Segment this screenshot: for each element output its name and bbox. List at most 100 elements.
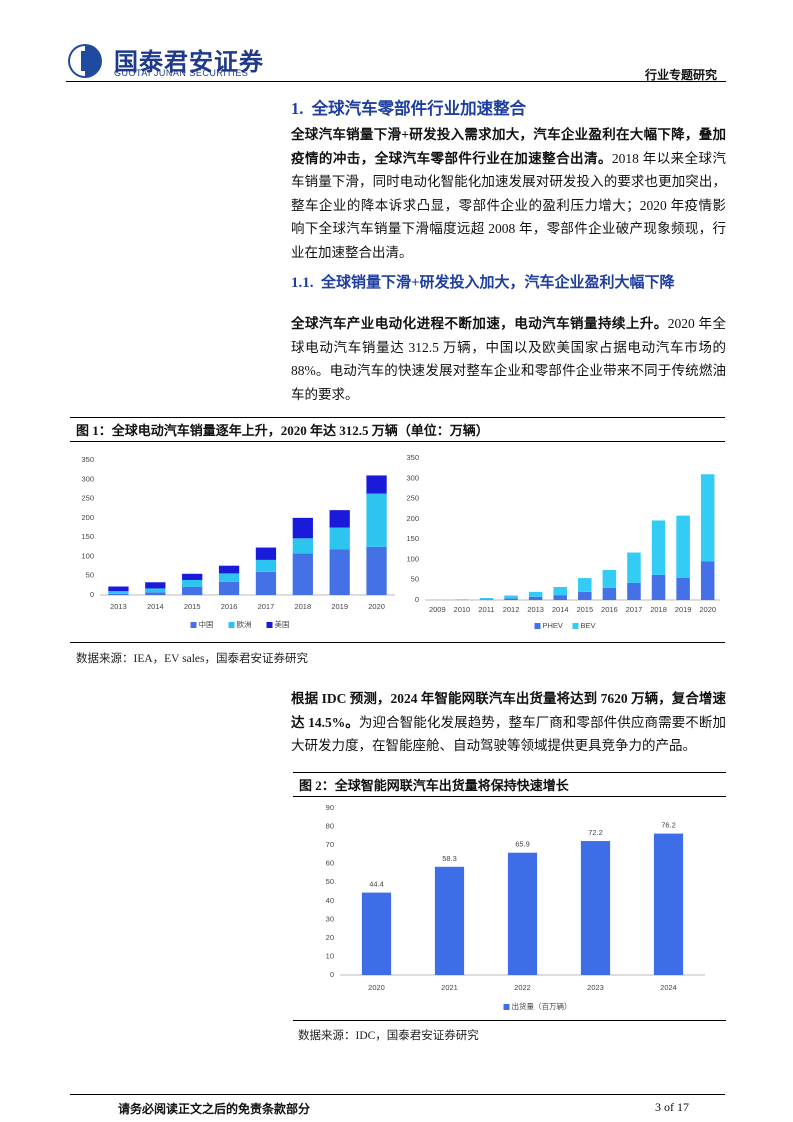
figure-rule <box>293 1020 726 1021</box>
bar <box>627 582 641 600</box>
bar <box>528 591 543 597</box>
bar <box>676 515 690 578</box>
y-tick-label: 50 <box>411 575 419 584</box>
paragraph-body: 2018 年以来全球汽车销量下滑，同时电动化智能化加速发展对研发投入的要求也更加… <box>291 150 727 260</box>
page-number: 3 of 17 <box>655 1100 689 1114</box>
bar <box>292 538 313 554</box>
bar <box>627 552 641 583</box>
legend-label: PHEV <box>543 621 563 630</box>
legend-label: 出货量（百万辆） <box>512 1001 572 1011</box>
x-tick-label: 2011 <box>478 605 494 614</box>
x-tick-label: 2023 <box>587 983 604 992</box>
bar <box>578 578 592 592</box>
y-tick-label: 10 <box>326 951 334 960</box>
bar <box>676 577 690 600</box>
bar <box>182 579 203 587</box>
report-type: 行业专题研究 <box>645 68 718 82</box>
bar <box>255 559 277 572</box>
chart: 0 50 100 150 200 250 300 350 2013 2014 2015 2016 201… <box>81 455 395 629</box>
bar <box>145 582 166 589</box>
section-number: 1. <box>291 99 304 118</box>
bar <box>182 586 203 595</box>
x-tick-label: 2020 <box>368 602 385 611</box>
bar <box>108 591 129 594</box>
x-tick-label: 2016 <box>221 602 238 611</box>
x-tick-label: 2015 <box>576 605 593 614</box>
bar <box>651 520 666 575</box>
legend-swatch <box>572 623 579 629</box>
bar <box>366 493 387 547</box>
bar <box>255 547 277 560</box>
bar <box>653 833 684 975</box>
section-heading: 1. 全球汽车零部件行业加速整合 <box>291 95 526 119</box>
bar <box>292 517 313 539</box>
bar <box>507 852 538 975</box>
x-tick-label: 2014 <box>147 602 164 611</box>
value-label: 76.2 <box>661 821 676 830</box>
bar <box>578 591 592 600</box>
bar <box>108 593 129 595</box>
x-tick-label: 2021 <box>441 983 458 992</box>
bar <box>145 588 166 593</box>
x-tick-label: 2017 <box>258 602 275 611</box>
x-tick-label: 2020 <box>699 605 716 614</box>
y-tick-label: 50 <box>326 877 334 886</box>
bar <box>700 474 715 562</box>
paragraph-body: 为迎合智能化发展趋势，整车厂商和零部件供应商需要不断加大研发力度，在智能座舱、自… <box>291 714 727 754</box>
bar <box>361 892 392 975</box>
legend-label: BEV <box>581 621 596 630</box>
bar <box>329 527 350 550</box>
figure-title: 图 1：全球电动汽车销量逐年上升，2020 年达 312.5 万辆（单位：万辆） <box>70 417 725 442</box>
footer-rule <box>70 1094 725 1095</box>
bar <box>366 546 387 595</box>
bar <box>528 596 543 600</box>
paragraph-body: 2020 年全球电动汽车销量达 312.5 万辆，中国以及欧美国家占据电动汽车市… <box>291 316 726 402</box>
x-tick-label: 2019 <box>331 602 348 611</box>
paragraph-lead: 全球汽车产业电动化进程不断加速，电动汽车销量持续上升。 <box>291 316 668 331</box>
legend-swatch <box>534 623 541 629</box>
bar <box>602 587 617 600</box>
y-tick-label: 250 <box>406 494 419 503</box>
bar <box>292 553 313 595</box>
y-tick-label: 0 <box>90 590 94 599</box>
x-tick-label: 2020 <box>368 983 385 992</box>
y-tick-label: 30 <box>326 914 334 923</box>
legend-swatch <box>266 622 273 628</box>
y-tick-label: 0 <box>415 595 419 604</box>
value-label: 58.3 <box>442 854 457 863</box>
legend-swatch <box>503 1004 510 1010</box>
bar <box>218 581 240 595</box>
x-tick-label: 2013 <box>110 602 127 611</box>
company-name: 国泰君安证券 <box>114 48 264 76</box>
x-tick-label: 2024 <box>660 983 677 992</box>
x-tick-label: 2010 <box>454 605 471 614</box>
figure-source: 数据来源：IDC，国泰君安证券研究 <box>298 1030 479 1042</box>
bar <box>255 571 277 595</box>
section-title: 全球汽车零部件行业加速整合 <box>311 99 527 118</box>
bar <box>145 592 166 595</box>
logo-icon <box>68 44 102 78</box>
y-tick-label: 250 <box>81 494 94 503</box>
subsection-title: 全球销量下滑+研发投入加大，汽车企业盈利大幅下降 <box>321 275 675 291</box>
subsection-number: 1.1. <box>291 275 314 291</box>
y-tick-label: 70 <box>326 840 334 849</box>
y-tick-label: 150 <box>81 532 94 541</box>
bar <box>602 569 617 588</box>
x-tick-label: 2015 <box>184 602 201 611</box>
y-tick-label: 100 <box>81 551 94 560</box>
bar <box>434 866 465 975</box>
bar <box>108 586 129 592</box>
chart: 0 10 20 30 40 50 60 70 80 90 2020 44.4 2021 58.3 2022 6… <box>326 803 705 1011</box>
y-tick-label: 350 <box>406 453 419 462</box>
bar <box>553 587 567 596</box>
x-tick-label: 2012 <box>503 605 520 614</box>
figure-title: 图 2：全球智能网联汽车出货量将保持快速增长 <box>293 772 726 797</box>
bar <box>553 595 567 600</box>
figure-rule <box>70 642 725 643</box>
header-rule <box>66 81 726 82</box>
x-tick-label: 2022 <box>514 983 531 992</box>
y-tick-label: 50 <box>86 571 94 580</box>
x-tick-label: 2019 <box>675 605 692 614</box>
y-tick-label: 40 <box>326 896 334 905</box>
